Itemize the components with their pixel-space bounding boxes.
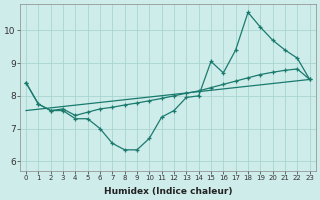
X-axis label: Humidex (Indice chaleur): Humidex (Indice chaleur) <box>104 187 232 196</box>
